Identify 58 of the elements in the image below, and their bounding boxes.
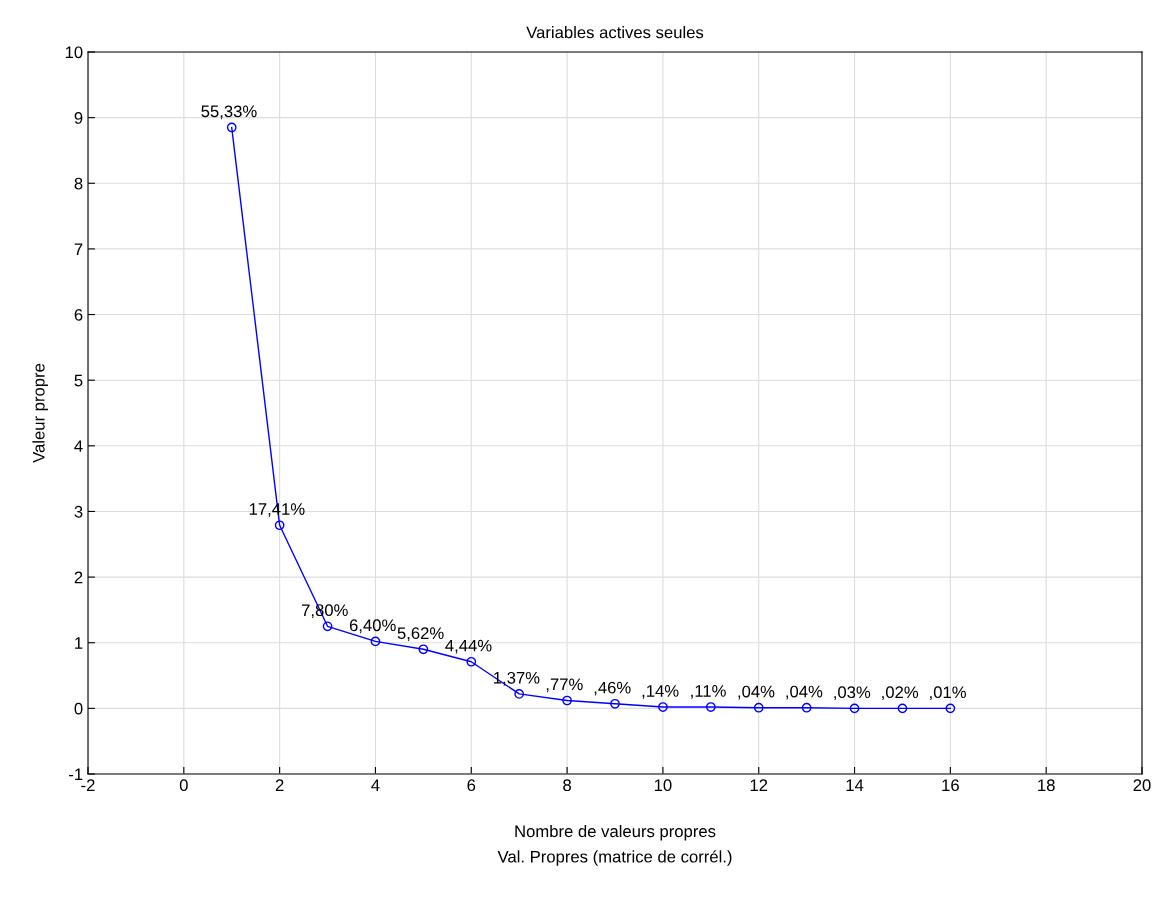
- point: [418, 644, 429, 655]
- annotation: 55,33%: [201, 105, 257, 120]
- annotation: 4,44%: [445, 639, 492, 654]
- y-tick-label: 4: [74, 440, 83, 452]
- annotation: ,04%: [738, 685, 775, 700]
- annotation: ,11%: [691, 685, 726, 699]
- annotation: ,02%: [882, 686, 919, 701]
- x-tick-label: 16: [942, 779, 959, 792]
- point: [897, 703, 908, 714]
- y-tick-label: 5: [74, 374, 83, 387]
- x-tick-label: 2: [275, 779, 284, 791]
- text: Val. Propres (matrice de corrél.): [497, 850, 732, 866]
- y-tick-label: 8: [74, 177, 83, 190]
- x-tick-label: 8: [563, 779, 571, 792]
- point: [705, 702, 716, 712]
- point: [945, 703, 956, 714]
- point: [610, 698, 620, 709]
- x-tick-label: -2: [81, 779, 95, 791]
- x-tick-label: 18: [1038, 779, 1055, 792]
- annotation: ,46%: [594, 681, 631, 696]
- x-tick-label: 6: [467, 779, 476, 792]
- x-tick-label: 20: [1133, 779, 1151, 792]
- point: [801, 702, 812, 713]
- y-tick-label: -1: [69, 768, 83, 781]
- y-tick-label: 1: [75, 637, 83, 649]
- y-tick-label: 6: [74, 308, 83, 321]
- y-tick-label: 3: [74, 505, 83, 518]
- annotation: 6,40%: [349, 619, 396, 634]
- point: [658, 702, 668, 712]
- point: [226, 122, 237, 133]
- x-tick-label: 0: [179, 779, 188, 792]
- x-tick-label: 10: [654, 779, 672, 792]
- x-tick-label: 12: [750, 779, 768, 791]
- y-axis-title: Valeur propre: [32, 363, 48, 463]
- annotation: 5,62%: [397, 627, 444, 642]
- x-axis-title: Nombre de valeurs propres: [515, 824, 716, 841]
- annotation: 1,37%: [494, 671, 540, 686]
- annotation: ,77%: [546, 678, 583, 693]
- point: [274, 520, 285, 531]
- point: [322, 621, 333, 632]
- y-tick-label: 10: [65, 46, 83, 59]
- point: [849, 703, 860, 714]
- point: [514, 689, 525, 699]
- chart-title: Variables actives seules: [526, 26, 704, 39]
- x-tick-label: 14: [846, 779, 864, 791]
- annotation: ,14%: [642, 685, 679, 699]
- point: [753, 702, 764, 713]
- y-tick-label: 7: [74, 243, 83, 255]
- point: [562, 695, 572, 706]
- y-tick-label: 2: [74, 571, 83, 584]
- annotation: ,01%: [930, 686, 966, 701]
- x-tick-label: 4: [371, 779, 380, 791]
- point: [370, 636, 381, 647]
- y-tick-label: 9: [74, 112, 83, 124]
- y-tick-label: 0: [74, 702, 83, 715]
- point: [466, 656, 477, 667]
- annotation: ,04%: [786, 685, 823, 700]
- annotation: ,03%: [834, 686, 871, 701]
